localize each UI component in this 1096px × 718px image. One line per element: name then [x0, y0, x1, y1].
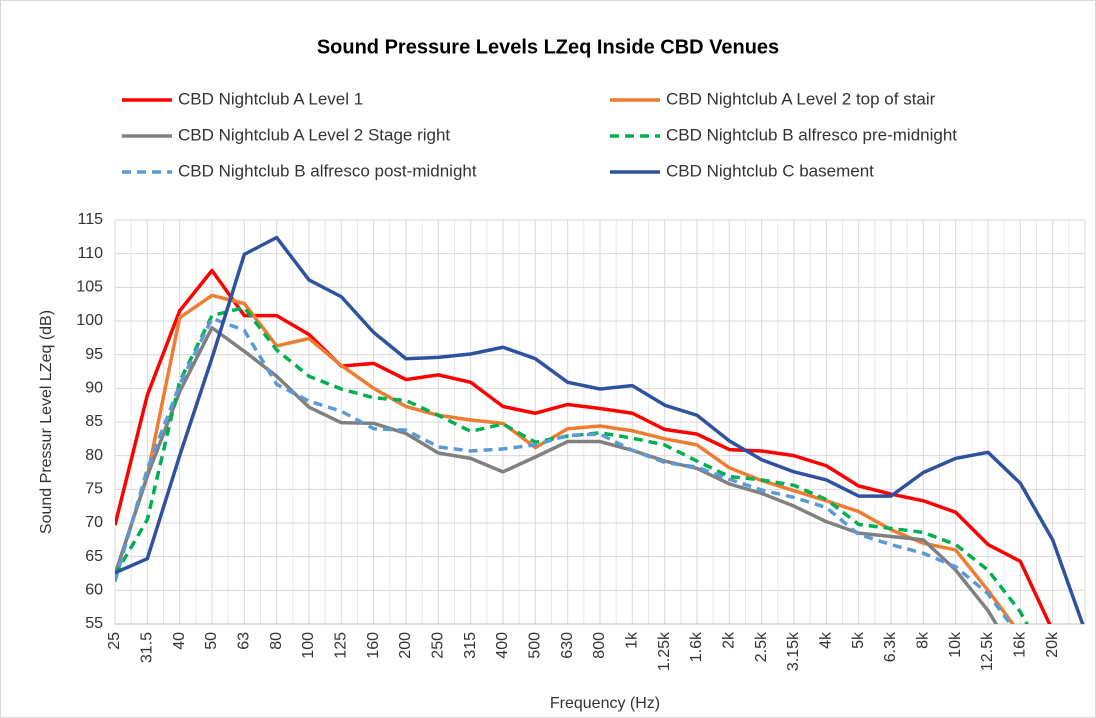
series-line [115, 293, 1016, 624]
x-tick-label: 1k [624, 631, 641, 649]
y-tick-label: 70 [85, 514, 103, 531]
x-tick-label: 6.3k [882, 631, 899, 662]
y-tick-label: 75 [85, 481, 103, 498]
series-line [115, 268, 1052, 624]
x-tick-label: 16k [1012, 631, 1029, 658]
y-tick-label: 115 [77, 211, 103, 228]
legend-label: CBD Nightclub A Level 2 Stage right [178, 125, 450, 144]
plot-lines [115, 235, 1085, 624]
x-tick-label: 250 [430, 632, 447, 659]
y-tick-label: 90 [85, 380, 103, 397]
y-tick-label: 55 [85, 615, 103, 632]
x-tick-label: 1.25k [656, 631, 673, 671]
x-tick-label: 630 [559, 632, 576, 659]
y-tick-label: 85 [85, 413, 103, 430]
x-tick-label: 8k [915, 631, 932, 649]
x-tick-label: 400 [494, 632, 511, 659]
x-tick-label: 25 [106, 632, 123, 650]
x-tick-label: 20k [1044, 631, 1061, 658]
series-line [115, 305, 1029, 624]
x-tick-label: 31.5 [139, 632, 156, 663]
x-tick-label: 100 [300, 632, 317, 659]
series-line [115, 316, 1013, 624]
y-tick-label: 80 [85, 447, 103, 464]
legend-label: CBD Nightclub C basement [666, 161, 874, 180]
y-tick-label: 110 [77, 245, 103, 262]
y-tick-label: 65 [85, 548, 103, 565]
y-tick-label: 60 [85, 582, 103, 599]
chart-title: Sound Pressure Levels LZeq Inside CBD Ve… [317, 36, 779, 58]
y-tick-label: 105 [76, 279, 103, 296]
x-tick-label: 50 [203, 632, 220, 650]
x-tick-label: 200 [397, 632, 414, 659]
x-tick-label: 125 [333, 632, 350, 659]
x-tick-label: 160 [365, 632, 382, 659]
x-tick-label: 40 [171, 632, 188, 650]
series-line [115, 325, 999, 624]
legend-label: CBD Nightclub B alfresco pre-midnight [666, 125, 957, 144]
y-tick-label: 95 [85, 346, 103, 363]
legend-label: CBD Nightclub A Level 1 [178, 89, 363, 108]
x-axis-label: Frequency (Hz) [550, 695, 660, 712]
x-tick-label: 2.5k [753, 631, 770, 662]
x-tick-label: 80 [268, 632, 285, 650]
y-tick-label: 100 [76, 312, 103, 329]
series-line [115, 235, 1085, 624]
x-tick-label: 1.6k [688, 631, 705, 662]
legend-label: CBD Nightclub B alfresco post-midnight [178, 161, 477, 180]
legend-label: CBD Nightclub A Level 2 top of stair [666, 89, 936, 108]
x-tick-label: 4k [818, 631, 835, 649]
x-tick-label: 315 [462, 632, 479, 659]
x-tick-label: 5k [850, 631, 867, 649]
x-tick-label: 12.5k [979, 631, 996, 671]
x-tick-label: 2k [721, 631, 738, 649]
x-tick-label: 3.15k [785, 631, 802, 671]
x-tick-label: 63 [236, 632, 253, 650]
x-tick-label: 10k [947, 631, 964, 658]
x-tick-label: 800 [591, 632, 608, 659]
y-axis-label: Sound Pressur Level LZeq (dB) [38, 310, 55, 534]
x-tick-label: 500 [527, 632, 544, 659]
